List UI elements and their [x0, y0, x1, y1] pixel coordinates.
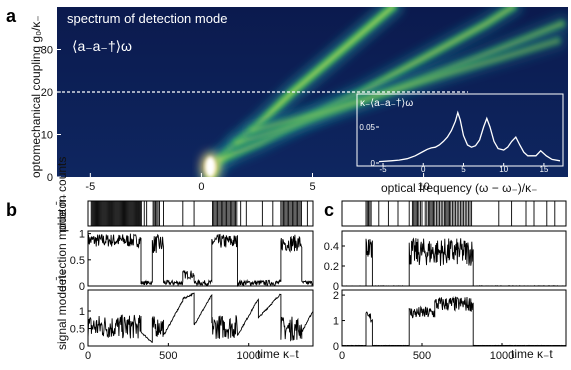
inset-frame — [356, 93, 564, 167]
b-photon-counts — [87, 200, 314, 227]
b-signal-trace: 0 0.5 1 0 500 1000 — [70, 289, 314, 362]
inset-xtick-label: 15 — [539, 165, 548, 174]
hotspot — [205, 156, 216, 177]
panel-label-c: c — [324, 200, 334, 220]
b-det-frame — [87, 230, 314, 287]
inset-ytick-label: 0.05 — [359, 123, 375, 132]
a-ytick-label: 20 — [41, 87, 53, 99]
b-xtick-label: 1000 — [236, 350, 260, 362]
photon-counts-label: photon counts — [55, 157, 69, 232]
b-detection-trace: 00.51 — [70, 229, 314, 293]
c-det-ytick-label: 0.2 — [324, 261, 339, 273]
c-xtick-label: 0 — [339, 350, 345, 362]
c-sig-frame — [341, 289, 567, 347]
c-sig-ytick-label: 0 — [333, 341, 339, 353]
panel-a-ylabel: optomechanical coupling g₀/κ₋ — [29, 15, 43, 178]
inset-xtick-label: 0 — [421, 165, 426, 174]
c-xtick-label: 500 — [413, 350, 431, 362]
panel-a-x-ticks: -5 0 5 10 — [85, 173, 430, 193]
inset-ytick-label: 0 — [371, 159, 376, 168]
ridge-core-n3 — [251, 39, 559, 132]
b-xtick-label: 500 — [159, 350, 177, 362]
b-sig-ytick-label: 0.5 — [70, 324, 85, 336]
panel-label-b: b — [6, 200, 17, 220]
inset-ylabel: κ₋⟨a₋a₋†⟩ω — [360, 98, 413, 109]
detection-mode-label: detection mode n̄₋ — [55, 194, 69, 292]
b-sig-ytick-label: 1 — [79, 306, 85, 318]
a-ytick-label: 30 — [41, 45, 53, 57]
b-photon-frame — [87, 200, 314, 227]
b-det-ytick-label: 0.5 — [70, 255, 85, 267]
c-det-ytick-label: 0.4 — [324, 241, 339, 253]
c-det-line — [342, 237, 566, 287]
c-sig-ytick-label: 2 — [333, 290, 339, 302]
panel-c-xlabel: time κ₋t — [511, 347, 553, 361]
c-detection-trace: 0 0.2 0.4 — [324, 230, 567, 293]
c-signal-trace: 0 1 2 0 500 1000 — [333, 289, 567, 362]
b-det-ytick-label: 1 — [79, 229, 85, 241]
b-det-line — [87, 233, 314, 288]
c-photon-counts — [341, 200, 567, 227]
c-det-frame — [341, 230, 567, 287]
panel-label-a: a — [6, 6, 17, 26]
b-sig-frame — [87, 289, 314, 347]
a-xtick-label: 10 — [417, 181, 429, 193]
b-sig-ytick-label: 0 — [79, 341, 85, 353]
a-ytick-label: 0 — [47, 172, 53, 184]
inset-spectrum-line — [378, 110, 561, 163]
panel-a-y-ticks: 0 10 20 30 — [41, 45, 61, 184]
c-det-ytick-label: 0 — [333, 281, 339, 293]
a-ytick-label: 10 — [41, 130, 53, 142]
inset-xtick-label: 5 — [461, 165, 466, 174]
inset-xtick-label: 10 — [499, 165, 508, 174]
inset-xtick-label: -5 — [379, 165, 387, 174]
heatmap-title: spectrum of detection mode — [67, 11, 227, 26]
heatmap-annotation: ⟨a₋a₋†⟩ω — [72, 38, 132, 54]
a-xtick-label: 0 — [198, 181, 204, 193]
b-det-ytick-label: 0 — [79, 281, 85, 293]
c-sig-ytick-label: 1 — [333, 316, 339, 328]
panel-b-xlabel: time κ₋t — [257, 347, 299, 361]
a-xtick-label: 5 — [309, 181, 315, 193]
signal-mode-label: signal mode n̄₊ — [55, 269, 69, 350]
panel-a-xlabel: optical frequency (ω − ω₋)/κ₋ — [381, 181, 537, 195]
a-xtick-label: -5 — [85, 181, 95, 193]
b-sig-line — [87, 292, 314, 343]
c-xtick-label: 1000 — [490, 350, 514, 362]
c-sig-line — [341, 296, 567, 347]
b-xtick-label: 0 — [85, 350, 91, 362]
